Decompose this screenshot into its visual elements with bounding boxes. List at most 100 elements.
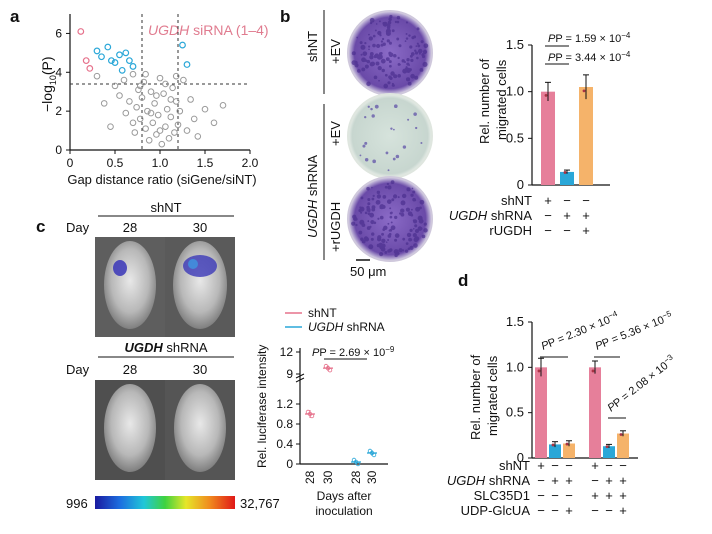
dish-cell bbox=[367, 197, 371, 202]
dish-cell bbox=[380, 40, 384, 43]
panel-d-y-tick-label: 1.0 bbox=[506, 359, 524, 374]
dish-cell bbox=[407, 211, 413, 216]
dish-cell bbox=[400, 208, 405, 213]
dish-cell bbox=[369, 225, 372, 228]
panel-b-cond-sign: + bbox=[582, 223, 590, 238]
panel-b-dish-shnt-ev bbox=[347, 10, 433, 96]
panel-c-bottom-day: Day bbox=[66, 362, 90, 377]
panel-c-p-text: P = 2.69 × 10 bbox=[319, 347, 385, 359]
dish-cell bbox=[373, 221, 377, 225]
dish-cell bbox=[414, 236, 420, 242]
dish-cell bbox=[401, 193, 407, 199]
panel-c-x-ticks: 28 30 28 30 bbox=[303, 470, 379, 484]
panel-a-point-significant bbox=[129, 63, 137, 70]
dish-cell bbox=[412, 219, 416, 222]
dish-cell bbox=[384, 250, 388, 254]
dish-cell bbox=[387, 23, 391, 28]
dish-cell bbox=[414, 51, 419, 55]
panel-d-cond-label: shNT bbox=[499, 458, 530, 473]
panel-d-bar bbox=[603, 446, 615, 458]
dish-cell bbox=[394, 233, 400, 238]
dish-cell bbox=[407, 81, 412, 86]
dish-cell bbox=[382, 195, 387, 199]
luminescence-colorbar bbox=[95, 496, 235, 509]
panel-d-cond-label: UGDH shRNA bbox=[447, 473, 530, 488]
panel-a-point bbox=[172, 72, 180, 80]
dish-cell bbox=[392, 84, 395, 87]
panel-c-p-exp: −9 bbox=[385, 345, 395, 354]
panel-b-replicate-dot bbox=[563, 171, 567, 174]
panel-a-point bbox=[142, 70, 149, 78]
dish-cell bbox=[376, 190, 381, 195]
panel-a-point bbox=[145, 136, 153, 144]
panel-a-point-ugdh bbox=[86, 64, 94, 72]
dish-cell bbox=[420, 141, 423, 145]
panel-b-row1-group: shNT bbox=[305, 31, 320, 62]
panel-a-point bbox=[201, 105, 209, 113]
panel-c-scale-min: 996 bbox=[66, 496, 88, 511]
dish-cell bbox=[361, 67, 366, 72]
dish-cell bbox=[379, 252, 384, 257]
dish-cell bbox=[356, 36, 358, 39]
panel-a-point-significant bbox=[104, 43, 112, 51]
panel-b-cond-label-gene: UGDH bbox=[449, 208, 488, 223]
dish-cell bbox=[368, 33, 370, 36]
dish-cell bbox=[371, 232, 375, 236]
dish-cell bbox=[366, 59, 371, 64]
dish-cell bbox=[420, 69, 424, 72]
dish-cell bbox=[375, 61, 380, 66]
panel-d-bar bbox=[563, 443, 575, 458]
panel-a-point-significant bbox=[183, 61, 191, 68]
dish-cell bbox=[351, 51, 356, 56]
panel-d-ylabel-2: migrated cells bbox=[485, 355, 500, 436]
panel-a-point bbox=[162, 123, 169, 130]
panel-a-point bbox=[194, 133, 202, 140]
dish-cell bbox=[388, 51, 392, 55]
panel-d-cond-sign: + bbox=[591, 488, 599, 503]
dish-cell bbox=[387, 238, 390, 241]
dish-cell bbox=[376, 43, 381, 49]
dish-cell bbox=[387, 222, 390, 225]
dish-cell bbox=[366, 81, 371, 87]
panel-a-point bbox=[120, 76, 128, 84]
panel-d-cond-sign: + bbox=[619, 473, 627, 488]
dish-cell bbox=[403, 60, 406, 64]
panel-a-point bbox=[131, 129, 139, 136]
panel-a-point bbox=[140, 78, 148, 86]
dish-cell bbox=[359, 41, 363, 45]
panel-a-y-tick-label: 6 bbox=[55, 26, 62, 40]
dish-cell bbox=[361, 57, 366, 63]
dish-cell bbox=[406, 232, 412, 238]
dish-cell bbox=[360, 196, 364, 200]
dish-cell bbox=[416, 42, 419, 45]
dish-cell bbox=[406, 187, 411, 192]
dish-cell bbox=[380, 58, 386, 64]
dish-cell bbox=[385, 241, 388, 244]
dish-cell bbox=[388, 41, 392, 45]
panel-a-letter: a bbox=[10, 7, 20, 26]
panel-a-points bbox=[77, 28, 227, 148]
dish-cell bbox=[414, 224, 418, 228]
dish-cell bbox=[359, 206, 362, 209]
panel-a-point-significant bbox=[116, 51, 123, 59]
panel-a-point bbox=[167, 113, 175, 121]
panel-d-letter: d bbox=[458, 271, 468, 290]
panel-d-y-tick-label: 1.5 bbox=[506, 314, 524, 329]
dish-cell bbox=[390, 71, 395, 76]
dish-cell bbox=[387, 185, 392, 190]
panel-a-point bbox=[171, 129, 178, 136]
panel-b-cond-sign: + bbox=[582, 208, 590, 223]
dish-cell bbox=[387, 20, 392, 25]
panel-c-scale-max: 32,767 bbox=[240, 496, 280, 511]
panel-c-legend-ugdh: UGDH shRNA bbox=[308, 320, 385, 334]
dish-cell bbox=[407, 118, 410, 121]
dish-cell bbox=[397, 56, 400, 60]
panel-d-cond-sign: − bbox=[605, 458, 613, 473]
panel-a: a UGDH siRNA (1–4) 0 0.5 1.0 1.5 2.0 0 2 4 6 Ga… bbox=[10, 7, 269, 187]
dish-cell bbox=[405, 77, 411, 82]
panel-d-bar bbox=[617, 433, 629, 458]
panel-a-point bbox=[219, 102, 227, 109]
dish-cell bbox=[369, 61, 375, 67]
dish-cell bbox=[361, 239, 366, 244]
dish-cell bbox=[390, 127, 393, 130]
